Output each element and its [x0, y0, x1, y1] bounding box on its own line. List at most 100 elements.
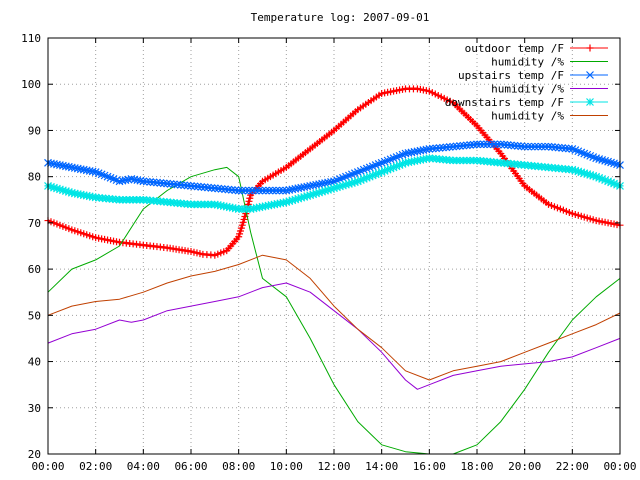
series-point	[524, 142, 532, 151]
series-point	[214, 184, 223, 193]
series-point	[71, 227, 79, 235]
series-point	[268, 186, 277, 195]
series-point	[435, 144, 444, 152]
series-point	[210, 184, 219, 193]
series-point	[47, 218, 55, 226]
series-point	[248, 186, 257, 195]
series-point	[231, 186, 240, 195]
series-point	[187, 248, 195, 256]
series-point	[285, 197, 294, 206]
series-point	[190, 248, 198, 256]
series-point	[88, 167, 97, 176]
series-point	[61, 162, 70, 171]
series-point	[404, 149, 413, 157]
series-point	[327, 185, 335, 194]
series-point	[251, 186, 260, 195]
chart-title: Temperature log: 2007-09-01	[251, 11, 430, 24]
series-point	[146, 178, 155, 186]
series-point	[559, 206, 567, 214]
series-point	[547, 143, 556, 151]
series-point	[214, 250, 222, 258]
legend-label: outdoor temp /F	[465, 42, 564, 55]
series-point	[76, 165, 85, 174]
series-point	[321, 179, 329, 187]
series-point	[53, 220, 61, 228]
series-point	[64, 162, 73, 171]
series-point	[449, 142, 458, 151]
series-point	[85, 166, 94, 175]
series-point	[565, 208, 573, 216]
series-point	[589, 171, 598, 180]
series-point	[383, 165, 392, 174]
series-point	[61, 187, 70, 196]
series-point	[374, 169, 383, 178]
series-point	[551, 143, 560, 152]
series-point	[324, 186, 332, 194]
series-line	[47, 254, 621, 381]
series-point	[224, 185, 233, 194]
series-point	[156, 179, 165, 187]
series-point	[183, 181, 192, 190]
series-point	[562, 207, 570, 215]
x-tick-label: 00:00	[603, 460, 636, 473]
series-point	[50, 160, 58, 168]
legend-label: downstairs temp /F	[445, 96, 564, 109]
series-point	[149, 178, 158, 187]
series-point	[568, 165, 577, 174]
series-point	[58, 186, 67, 195]
series-point	[561, 144, 570, 153]
series-point	[130, 175, 139, 184]
axes: 20 30 40 50 60 70 80 90 100 110 00:00 02:00 04:00 06:…	[21, 32, 636, 473]
series-point	[527, 142, 536, 151]
series-point	[227, 185, 236, 194]
series-point	[246, 194, 254, 202]
series-4	[47, 282, 621, 390]
series-point	[62, 224, 70, 232]
series-point	[483, 140, 492, 149]
series-point	[574, 211, 582, 219]
series-point	[55, 161, 64, 170]
series-layer	[44, 85, 624, 455]
series-point	[324, 178, 332, 187]
series-point	[422, 145, 431, 154]
series-point	[556, 205, 564, 213]
series-point	[303, 182, 312, 191]
series-point	[170, 180, 178, 189]
series-point	[428, 89, 436, 97]
y-tick-label: 20	[28, 448, 41, 461]
series-point	[312, 180, 321, 189]
series-point	[83, 231, 91, 239]
series-point	[503, 141, 512, 149]
series-point	[79, 165, 88, 174]
x-tick-label: 00:00	[31, 460, 64, 473]
series-point	[238, 186, 246, 195]
series-point	[469, 140, 478, 149]
series-point	[598, 175, 607, 183]
series-point	[297, 183, 306, 192]
series-point	[589, 216, 597, 224]
series-point	[234, 205, 243, 213]
series-point	[534, 142, 543, 151]
series-point	[80, 230, 88, 238]
series-point	[279, 186, 287, 195]
series-point	[242, 205, 251, 213]
series-point	[163, 179, 172, 188]
series-point	[86, 232, 94, 240]
series-point	[446, 97, 454, 105]
series-point	[53, 160, 61, 169]
series-point	[428, 144, 437, 153]
x-tick-label: 12:00	[317, 460, 350, 473]
series-point	[142, 177, 151, 186]
series-point	[70, 164, 79, 172]
series-point	[440, 94, 448, 102]
series-point	[333, 183, 341, 192]
series-point	[592, 172, 601, 181]
x-tick-label: 04:00	[127, 460, 160, 473]
series-point	[282, 198, 291, 207]
series-point	[432, 144, 441, 153]
series-point	[47, 159, 55, 168]
series-point	[339, 181, 347, 190]
series-point	[291, 195, 300, 204]
series-point	[217, 184, 226, 193]
